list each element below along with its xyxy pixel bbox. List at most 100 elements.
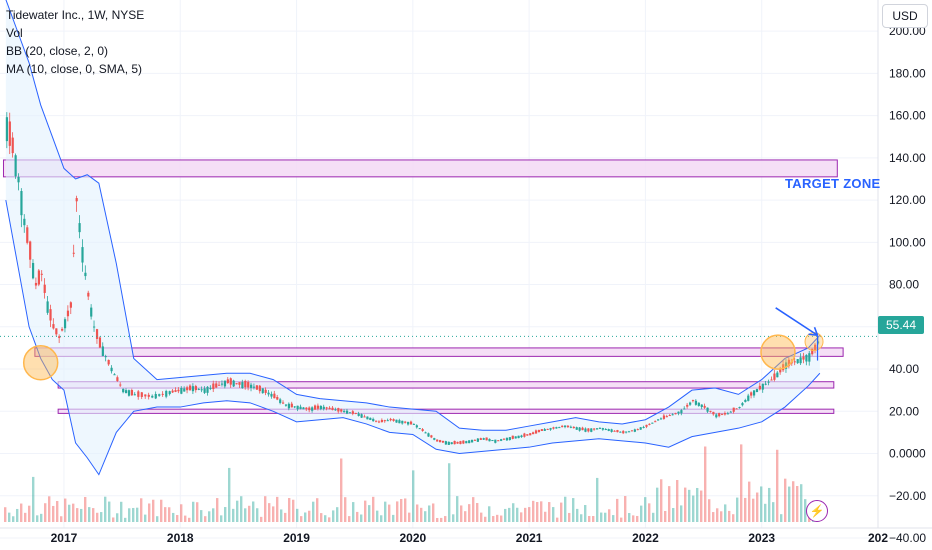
candle-body <box>61 328 64 331</box>
candle-body <box>144 394 147 397</box>
volume-bar <box>672 508 675 522</box>
volume-bar <box>52 505 55 522</box>
volume-bar <box>284 512 287 522</box>
volume-bar <box>768 487 771 522</box>
volume-bar <box>804 499 807 522</box>
candle-body <box>534 430 538 434</box>
candle-body <box>689 402 692 405</box>
candle-body <box>354 412 357 414</box>
volume-bar <box>708 499 711 522</box>
candle-body <box>188 385 192 391</box>
y-tick-label: 120.00 <box>889 193 926 207</box>
volume-bar <box>100 512 103 522</box>
candle-body <box>691 400 695 402</box>
volume-bar <box>540 501 543 522</box>
volume-bar <box>332 510 335 522</box>
candle-body <box>90 307 93 317</box>
candle-body <box>427 433 430 437</box>
candle-body <box>401 420 404 424</box>
lightning-icon[interactable]: ⚡ <box>806 500 828 522</box>
candle-body <box>578 427 581 431</box>
candle-body <box>587 428 590 432</box>
volume-bar <box>44 503 47 522</box>
candle-body <box>191 386 195 392</box>
y-tick-label: 140.00 <box>889 151 926 165</box>
highlight-circle <box>22 344 59 381</box>
volume-bar <box>236 500 239 522</box>
volume-bar <box>296 508 299 522</box>
candle-body <box>197 388 200 390</box>
candle-body <box>607 429 610 431</box>
candle-body <box>441 440 445 443</box>
candle-body <box>540 429 543 431</box>
candle-body <box>555 427 558 429</box>
indicator-vol[interactable]: Vol <box>6 26 23 40</box>
candle-body <box>697 402 700 406</box>
candle-body <box>407 421 410 425</box>
volume-bar <box>16 508 19 522</box>
candle-body <box>377 421 381 423</box>
volume-bar <box>688 489 691 522</box>
candle-body <box>343 410 346 412</box>
volume-bar <box>500 515 503 522</box>
candle-body <box>273 393 276 399</box>
volume-bar <box>388 504 391 522</box>
band-upper-line <box>5 0 821 431</box>
candle-body <box>758 385 762 390</box>
price-zones[interactable] <box>2 159 844 414</box>
candle-body <box>75 198 78 202</box>
candle-body <box>741 403 744 406</box>
volume-bar <box>668 486 671 522</box>
volume-bar <box>60 516 63 522</box>
candle-body <box>206 386 209 393</box>
volume-bar <box>480 512 483 522</box>
candle-body <box>357 413 360 416</box>
candle-body <box>613 430 616 432</box>
last-price-tag: 55.44 <box>878 316 924 334</box>
volume-bar <box>684 487 687 522</box>
candle-body <box>668 415 671 417</box>
volume-bar <box>208 511 211 522</box>
volume-bar <box>12 516 15 522</box>
volume-bar <box>168 507 171 522</box>
volume-bar <box>640 505 643 522</box>
volume-bar <box>616 498 619 522</box>
candle-body <box>55 328 58 335</box>
candle-body <box>328 407 331 410</box>
candle-body <box>276 397 279 400</box>
volume-bar <box>732 514 735 522</box>
candle-body <box>267 392 270 395</box>
candle-body <box>244 380 247 388</box>
time-axis[interactable]: 2017 2018 2019 2020 2021 2022 2023 202 <box>0 527 932 545</box>
indicator-ma[interactable]: MA (10, close, 0, SMA, 5) <box>6 62 143 76</box>
volume-bar <box>192 501 195 522</box>
volume-bar <box>292 499 295 522</box>
candle-body <box>523 433 526 437</box>
candle-body <box>595 428 599 430</box>
target-zone-label: TARGET ZONE <box>785 176 881 191</box>
candle-body <box>46 301 49 313</box>
candle-body <box>584 428 587 432</box>
candle-body <box>125 390 128 394</box>
volume-bar <box>352 502 355 522</box>
volume-bar <box>256 508 259 522</box>
price-axis[interactable]: 200.00180.00160.00140.00120.00100.0080.0… <box>877 0 926 545</box>
volume-bar <box>512 503 515 522</box>
y-tick-label: 100.00 <box>889 235 926 249</box>
candle-body <box>284 404 288 406</box>
indicator-bb[interactable]: BB (20, close, 2, 0) <box>6 44 109 58</box>
volume-bar <box>184 515 187 522</box>
candle-body <box>127 390 131 396</box>
candle-body <box>808 353 811 362</box>
volume-bar <box>380 515 383 522</box>
candle-body <box>488 438 491 442</box>
candle-body <box>232 380 235 387</box>
candle-body <box>700 404 703 408</box>
volume-bar <box>764 503 767 522</box>
currency-button[interactable]: USD <box>882 4 928 28</box>
candle-body <box>14 155 17 177</box>
candle-body <box>482 438 485 440</box>
candle-body <box>43 284 46 293</box>
symbol-title[interactable]: Tidewater Inc., 1W, NYSE <box>6 8 145 22</box>
